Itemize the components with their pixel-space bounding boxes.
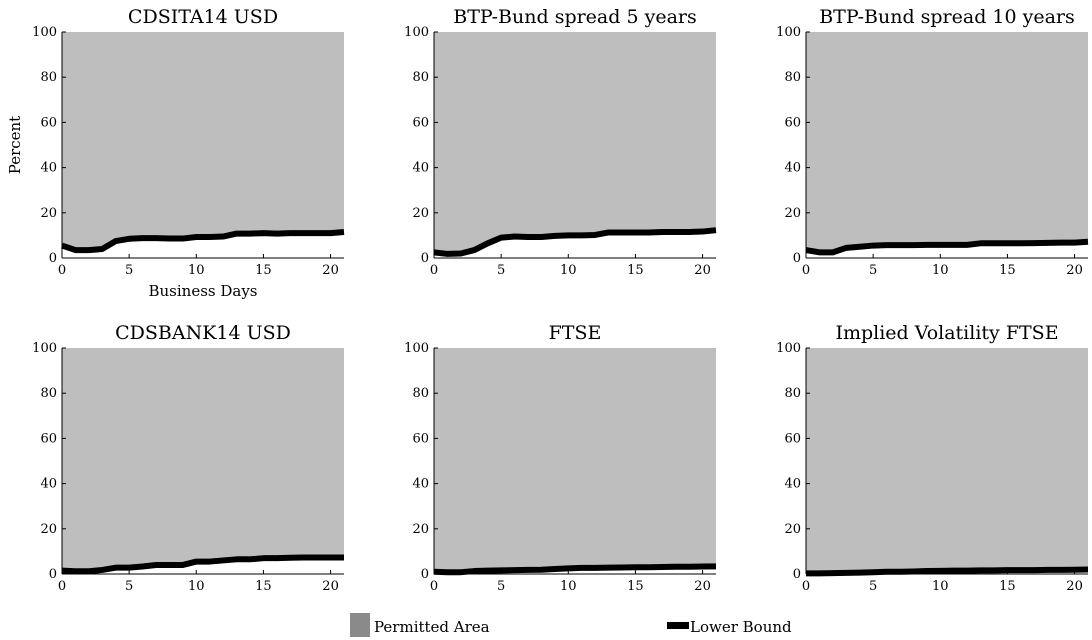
y-tick-label: 80 <box>412 386 429 401</box>
chart-panel-4: CDSBANK14 USD 0 20 40 60 80 100 0 5 10 15 20 <box>32 322 344 594</box>
x-tick-label: 0 <box>802 579 810 594</box>
x-tick-label: 20 <box>322 579 339 594</box>
y-tick-label: 20 <box>40 522 57 537</box>
permitted-area <box>62 348 344 571</box>
chart-title: FTSE <box>549 322 602 344</box>
y-tick-label: 0 <box>793 567 801 582</box>
permitted-area <box>62 32 344 250</box>
permitted-area <box>806 32 1088 252</box>
x-tick-label: 5 <box>869 263 877 278</box>
y-tick-label: 0 <box>49 251 57 266</box>
y-tick-label: 60 <box>40 115 57 130</box>
x-tick-label: 20 <box>1066 579 1083 594</box>
x-tick-label: 10 <box>560 579 577 594</box>
y-tick-label: 60 <box>412 431 429 446</box>
y-tick-label: 20 <box>412 522 429 537</box>
y-tick-label: 20 <box>784 522 801 537</box>
y-tick-label: 80 <box>784 70 801 85</box>
legend-lower-bound-label: Lower Bound <box>690 618 792 636</box>
x-tick-label: 10 <box>560 263 577 278</box>
y-tick-label: 100 <box>404 341 429 356</box>
x-tick-label: 5 <box>497 579 505 594</box>
x-tick-label: 20 <box>1066 263 1083 278</box>
y-tick-label: 100 <box>32 341 57 356</box>
x-tick-label: 0 <box>430 579 438 594</box>
chart-title: CDSITA14 USD <box>128 6 278 28</box>
legend-lower-bound-swatch <box>667 622 689 629</box>
x-tick-label: 10 <box>188 263 205 278</box>
y-tick-label: 0 <box>421 567 429 582</box>
permitted-area <box>806 348 1088 573</box>
y-tick-label: 40 <box>40 477 57 492</box>
y-tick-label: 60 <box>412 115 429 130</box>
x-tick-label: 20 <box>694 263 711 278</box>
x-tick-label: 10 <box>188 579 205 594</box>
x-tick-label: 15 <box>999 579 1016 594</box>
x-axis-label: Business Days <box>148 282 257 300</box>
x-tick-label: 15 <box>999 263 1016 278</box>
y-tick-label: 100 <box>404 25 429 40</box>
permitted-area <box>434 348 716 572</box>
y-tick-label: 80 <box>40 70 57 85</box>
permitted-area <box>434 32 716 254</box>
y-tick-label: 60 <box>784 431 801 446</box>
y-tick-label: 0 <box>793 251 801 266</box>
y-axis-label: Percent <box>6 116 24 174</box>
legend-permitted-area-label: Permitted Area <box>374 618 490 636</box>
x-tick-label: 15 <box>627 579 644 594</box>
x-tick-label: 10 <box>932 579 949 594</box>
y-tick-label: 0 <box>421 251 429 266</box>
y-tick-label: 80 <box>412 70 429 85</box>
y-tick-label: 40 <box>412 477 429 492</box>
legend: Permitted Area Lower Bound <box>350 613 792 637</box>
y-tick-label: 40 <box>412 161 429 176</box>
x-tick-label: 0 <box>58 263 66 278</box>
y-tick-label: 100 <box>776 341 801 356</box>
legend-permitted-area-swatch <box>350 613 370 637</box>
y-tick-label: 20 <box>40 206 57 221</box>
y-tick-label: 20 <box>784 206 801 221</box>
chart-title: Implied Volatility FTSE <box>835 322 1058 344</box>
x-tick-label: 0 <box>430 263 438 278</box>
y-tick-label: 20 <box>412 206 429 221</box>
y-tick-label: 40 <box>784 161 801 176</box>
x-tick-label: 20 <box>694 579 711 594</box>
x-tick-label: 0 <box>802 263 810 278</box>
chart-title: BTP-Bund spread 10 years <box>819 6 1075 28</box>
x-tick-label: 15 <box>255 263 272 278</box>
x-tick-label: 15 <box>627 263 644 278</box>
y-tick-label: 80 <box>784 386 801 401</box>
chart-title: CDSBANK14 USD <box>115 322 291 344</box>
chart-panel-1: CDSITA14 USD 0 20 40 60 80 100 0 5 10 15 20 Business… <box>6 6 344 300</box>
y-tick-label: 40 <box>784 477 801 492</box>
chart-title: BTP-Bund spread 5 years <box>453 6 696 28</box>
y-tick-label: 100 <box>32 25 57 40</box>
y-tick-label: 60 <box>784 115 801 130</box>
lower-bound-line <box>806 569 1088 573</box>
chart-panel-6: Implied Volatility FTSE 0 20 40 60 80 100 0 5 10 1… <box>776 322 1088 594</box>
y-tick-label: 100 <box>776 25 801 40</box>
x-tick-label: 10 <box>932 263 949 278</box>
y-tick-label: 80 <box>40 386 57 401</box>
y-tick-label: 40 <box>40 161 57 176</box>
x-tick-label: 5 <box>125 263 133 278</box>
x-tick-label: 5 <box>869 579 877 594</box>
x-tick-label: 5 <box>125 579 133 594</box>
x-tick-label: 20 <box>322 263 339 278</box>
y-tick-label: 60 <box>40 431 57 446</box>
chart-panel-2: BTP-Bund spread 5 years 0 20 40 60 80 100 0 5 10 1… <box>404 6 716 278</box>
y-tick-label: 0 <box>49 567 57 582</box>
chart-panel-3: BTP-Bund spread 10 years 0 20 40 60 80 100 0 5 10… <box>776 6 1088 278</box>
chart-panel-5: FTSE 0 20 40 60 80 100 0 5 10 15 20 <box>404 322 716 594</box>
x-tick-label: 0 <box>58 579 66 594</box>
x-tick-label: 5 <box>497 263 505 278</box>
x-tick-label: 15 <box>255 579 272 594</box>
